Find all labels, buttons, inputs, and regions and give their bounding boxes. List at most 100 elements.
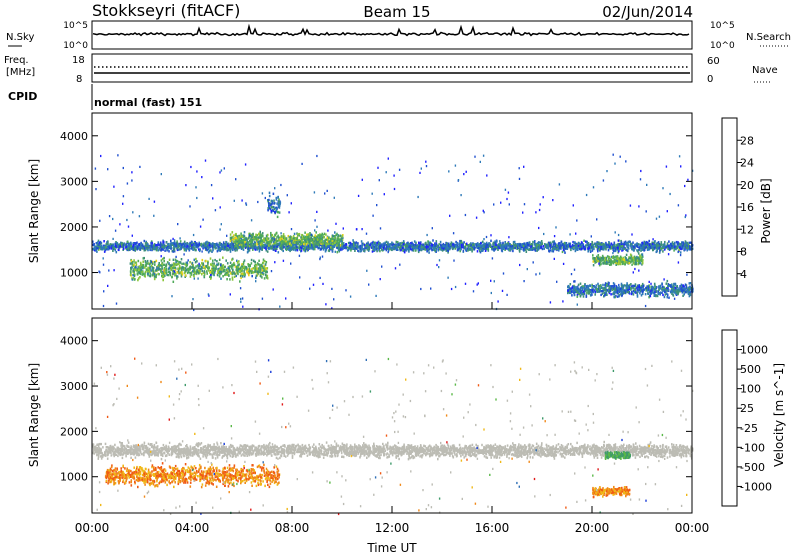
heatmap-cell — [495, 241, 497, 245]
heatmap-cell — [139, 261, 142, 265]
heatmap-cell — [216, 263, 218, 266]
heatmap-cell — [176, 275, 179, 278]
heatmap-cell — [593, 247, 595, 251]
heatmap-cell — [207, 260, 209, 263]
heatmap-cell — [153, 243, 156, 246]
heatmap-cell — [114, 242, 116, 246]
heatmap-cell — [192, 246, 195, 249]
heatmap-cell — [588, 244, 591, 247]
heatmap-cell — [145, 264, 147, 268]
heatmap-cell — [337, 238, 340, 241]
heatmap-cell — [188, 243, 191, 246]
heatmap-cell — [459, 246, 462, 249]
heatmap-cell — [295, 237, 297, 240]
heatmap-cell — [268, 246, 271, 249]
heatmap-cell — [210, 263, 212, 266]
heatmap-cell — [360, 249, 363, 252]
heatmap-cell — [124, 244, 126, 247]
heatmap-cell — [607, 262, 609, 265]
heatmap-cell — [398, 243, 400, 247]
heatmap-cell — [267, 209, 269, 212]
heatmap-cell — [520, 245, 523, 248]
heatmap-cell — [296, 249, 299, 252]
heatmap-cell — [453, 245, 455, 248]
heatmap-cell — [563, 246, 565, 250]
heatmap-cell — [120, 243, 123, 246]
heatmap-cell — [360, 240, 363, 243]
heatmap-cell — [514, 246, 516, 250]
heatmap-cell — [165, 264, 167, 268]
heatmap-cell — [132, 244, 135, 247]
heatmap-cell — [312, 248, 315, 251]
heatmap-cell — [348, 247, 350, 250]
heatmap-cell — [328, 236, 330, 239]
heatmap-cell — [163, 259, 165, 263]
heatmap-cell — [615, 246, 618, 250]
heatmap-cell — [147, 248, 149, 252]
heatmap-cell — [598, 242, 600, 246]
heatmap-cell — [609, 244, 612, 248]
heatmap-cell — [552, 245, 554, 249]
heatmap-cell — [456, 241, 458, 245]
heatmap-cell — [235, 232, 237, 236]
heatmap-cell — [209, 243, 212, 247]
heatmap-cell — [494, 246, 497, 249]
heatmap-cell — [205, 248, 208, 251]
heatmap-cell — [519, 246, 522, 249]
heatmap-cell — [200, 243, 202, 246]
heatmap-cell — [588, 246, 590, 250]
heatmap-cell — [186, 245, 188, 248]
heatmap-cell — [153, 244, 155, 248]
heatmap-cell — [332, 234, 334, 238]
heatmap-cell — [336, 237, 339, 240]
heatmap-cell — [310, 236, 313, 239]
heatmap-cell — [259, 234, 261, 237]
heatmap-cell — [288, 248, 290, 251]
heatmap-cell — [139, 272, 142, 276]
heatmap-cell — [333, 244, 335, 247]
heatmap-cell — [544, 245, 547, 249]
heatmap-cell — [184, 275, 186, 278]
heatmap-cell — [131, 262, 133, 266]
heatmap-cell — [268, 194, 271, 198]
heatmap-cell — [610, 242, 613, 245]
heatmap-cell — [604, 244, 607, 248]
heatmap-cell — [574, 246, 576, 249]
heatmap-cell — [480, 242, 482, 245]
heatmap-cell — [371, 250, 374, 253]
heatmap-cell — [651, 242, 654, 246]
heatmap-cell — [284, 238, 286, 241]
heatmap-cell — [447, 242, 450, 246]
heatmap-cell — [241, 263, 243, 266]
heatmap-cell — [691, 247, 694, 250]
heatmap-cell — [183, 267, 186, 271]
heatmap-cell — [372, 240, 374, 244]
heatmap-cell — [539, 241, 542, 244]
heatmap-cell — [470, 245, 472, 249]
heatmap-cell — [630, 246, 632, 249]
heatmap-cell — [132, 264, 134, 267]
heatmap-cell — [504, 242, 507, 245]
heatmap-cell — [135, 263, 138, 267]
heatmap-cell — [606, 255, 609, 258]
heatmap-cell — [180, 258, 183, 261]
heatmap-cell — [573, 246, 576, 249]
heatmap-cell — [266, 267, 268, 270]
heatmap-cell — [93, 243, 95, 246]
heatmap-cell — [248, 270, 251, 274]
heatmap-cell — [648, 248, 650, 251]
heatmap-cell — [274, 234, 276, 237]
heatmap-cell — [276, 215, 279, 219]
heatmap-cell — [308, 235, 310, 238]
heatmap-cell — [591, 245, 593, 249]
heatmap-cell — [234, 265, 237, 268]
heatmap-cell — [685, 242, 687, 245]
heatmap-cell — [256, 248, 258, 251]
heatmap-cell — [222, 266, 225, 270]
heatmap-cell — [631, 247, 633, 251]
heatmap-cell — [387, 241, 389, 244]
heatmap-cell — [320, 242, 322, 245]
heatmap-cell — [97, 247, 99, 250]
heatmap-cell — [283, 241, 285, 244]
heatmap-cell — [524, 248, 527, 251]
